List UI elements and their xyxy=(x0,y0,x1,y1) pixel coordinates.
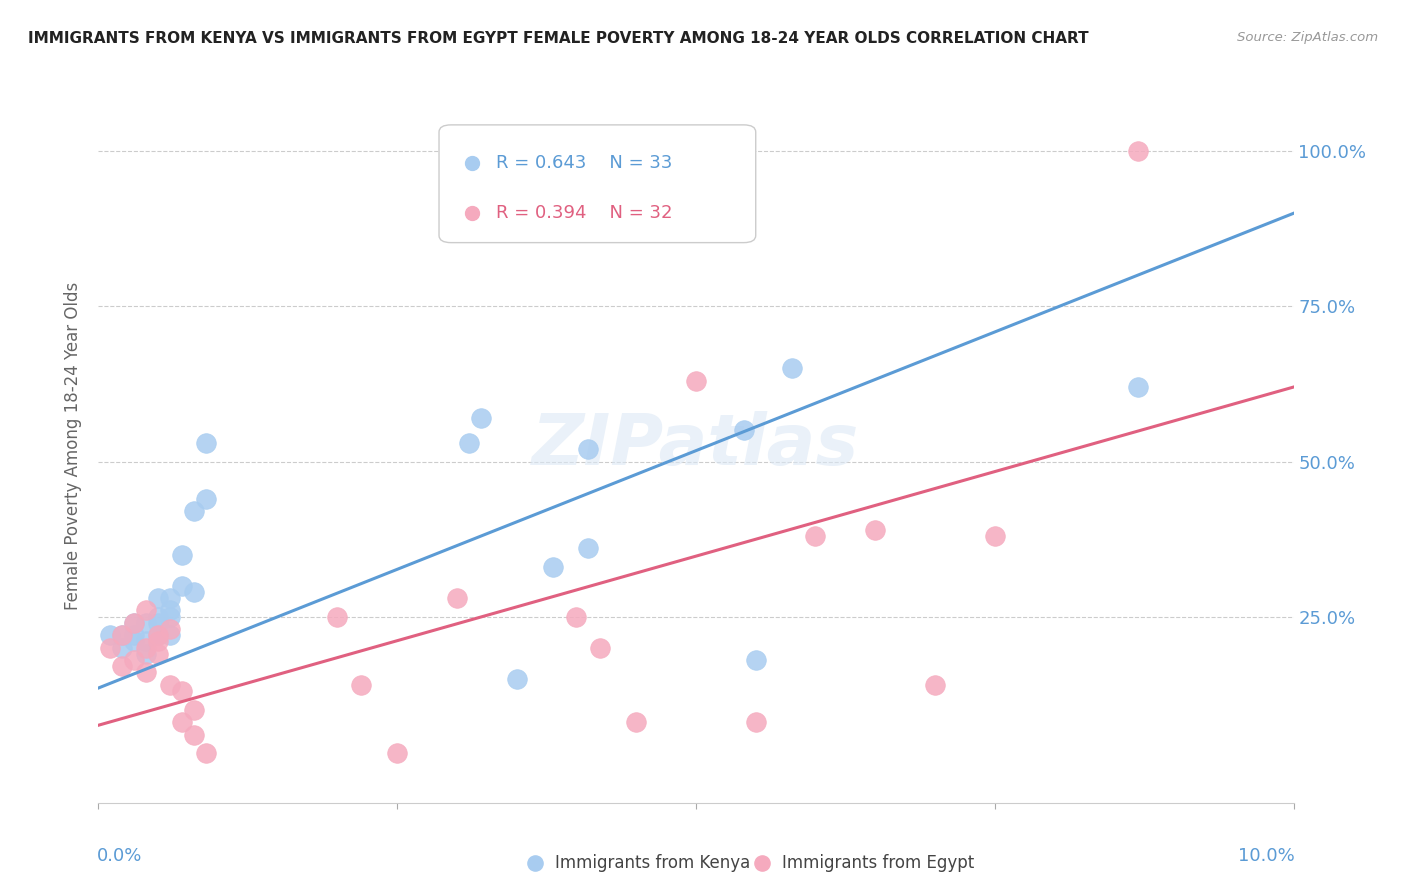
Point xyxy=(98,628,122,642)
Point xyxy=(159,609,181,624)
Point xyxy=(1128,380,1150,394)
Point xyxy=(745,715,768,730)
Point xyxy=(195,746,218,760)
Point xyxy=(172,579,194,593)
Point xyxy=(350,678,373,692)
Point xyxy=(733,424,755,438)
Point xyxy=(135,647,157,661)
Point xyxy=(541,560,564,574)
Point xyxy=(124,628,146,642)
Point xyxy=(506,672,529,686)
Point xyxy=(183,504,205,518)
Point xyxy=(159,622,181,636)
Point xyxy=(984,529,1007,543)
Point xyxy=(98,640,122,655)
Point xyxy=(924,678,946,692)
Point xyxy=(159,591,181,605)
Point xyxy=(565,609,588,624)
Point xyxy=(148,628,170,642)
FancyBboxPatch shape xyxy=(439,125,756,243)
Point xyxy=(124,634,146,648)
Point xyxy=(148,609,170,624)
Point xyxy=(135,640,157,655)
Point xyxy=(135,665,157,680)
Text: Source: ZipAtlas.com: Source: ZipAtlas.com xyxy=(1237,31,1378,45)
Point xyxy=(195,491,218,506)
Text: 0.0%: 0.0% xyxy=(97,847,142,865)
Point xyxy=(148,634,170,648)
Point xyxy=(1128,145,1150,159)
Point xyxy=(148,647,170,661)
Point xyxy=(124,615,146,630)
Point xyxy=(183,703,205,717)
Point xyxy=(685,374,707,388)
Text: 10.0%: 10.0% xyxy=(1237,847,1295,865)
Point xyxy=(326,609,349,624)
Point xyxy=(148,628,170,642)
Point xyxy=(172,548,194,562)
Point xyxy=(626,715,648,730)
Point xyxy=(172,684,194,698)
Point xyxy=(111,640,134,655)
Point xyxy=(183,727,205,741)
Point xyxy=(780,361,803,376)
Text: ZIPatlas: ZIPatlas xyxy=(533,411,859,481)
Text: R = 0.394    N = 32: R = 0.394 N = 32 xyxy=(496,203,673,222)
Point xyxy=(385,746,409,760)
Point xyxy=(159,628,181,642)
Point xyxy=(159,678,181,692)
Point xyxy=(804,529,827,543)
Text: Immigrants from Kenya: Immigrants from Kenya xyxy=(555,855,751,872)
Point xyxy=(195,436,218,450)
Text: Immigrants from Egypt: Immigrants from Egypt xyxy=(782,855,974,872)
Text: IMMIGRANTS FROM KENYA VS IMMIGRANTS FROM EGYPT FEMALE POVERTY AMONG 18-24 YEAR O: IMMIGRANTS FROM KENYA VS IMMIGRANTS FROM… xyxy=(28,31,1088,46)
Y-axis label: Female Poverty Among 18-24 Year Olds: Female Poverty Among 18-24 Year Olds xyxy=(65,282,83,610)
Point xyxy=(111,659,134,673)
Point xyxy=(111,628,134,642)
Point xyxy=(458,436,481,450)
Point xyxy=(135,634,157,648)
Point xyxy=(148,591,170,605)
Point xyxy=(578,442,600,456)
Point xyxy=(135,615,157,630)
Point xyxy=(135,603,157,617)
Point xyxy=(589,640,612,655)
Point xyxy=(470,411,492,425)
Point xyxy=(159,603,181,617)
Point xyxy=(148,615,170,630)
Text: R = 0.643    N = 33: R = 0.643 N = 33 xyxy=(496,154,672,172)
Point xyxy=(111,628,134,642)
Point xyxy=(446,591,468,605)
Point xyxy=(865,523,887,537)
Point xyxy=(745,653,768,667)
Point xyxy=(124,653,146,667)
Point xyxy=(124,615,146,630)
Point xyxy=(172,715,194,730)
Point xyxy=(183,584,205,599)
Point xyxy=(578,541,600,556)
